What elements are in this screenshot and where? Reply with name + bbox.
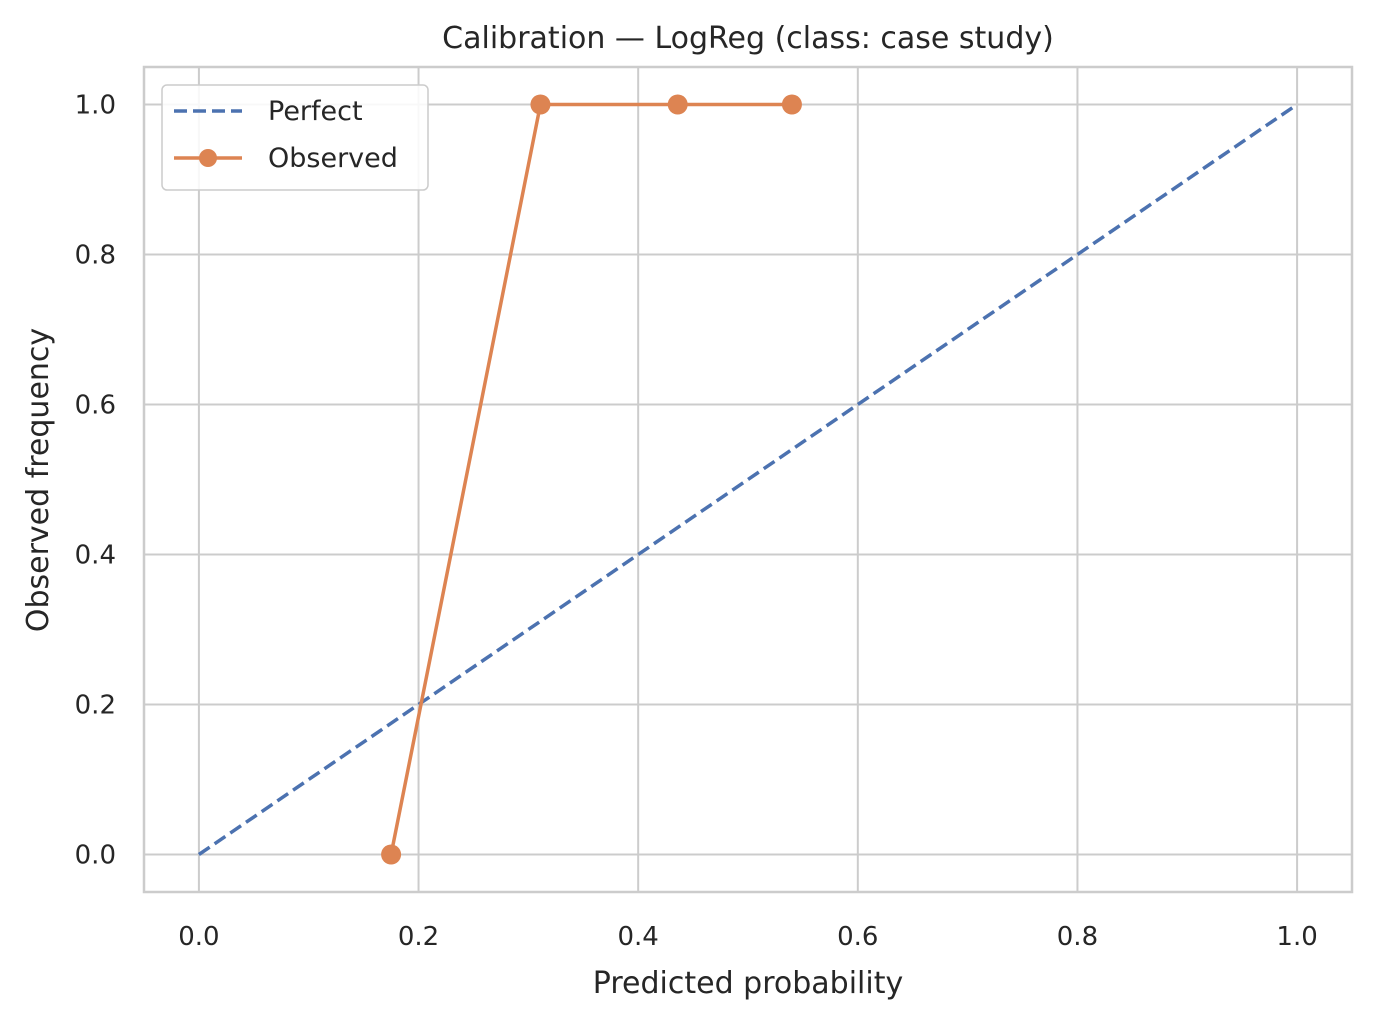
chart-title: Calibration — LogReg (class: case study): [442, 21, 1054, 56]
data-point-observed: [381, 844, 402, 865]
x-tick-label: 0.6: [837, 922, 878, 952]
data-point-observed: [530, 94, 551, 115]
x-tick-label: 1.0: [1276, 922, 1317, 952]
legend-perfect-label: Perfect: [268, 96, 363, 127]
x-tick-labels: 0.0 0.2 0.4 0.6 0.8 1.0: [178, 922, 1318, 952]
y-tick-label: 0.4: [75, 541, 116, 571]
y-tick-label: 0.6: [75, 391, 116, 421]
x-tick-label: 0.2: [398, 922, 439, 952]
series-layer: [197, 94, 1299, 865]
x-tick-label: 0.8: [1057, 922, 1098, 952]
y-tick-label: 0.2: [75, 691, 116, 721]
y-tick-label: 0.8: [75, 241, 116, 271]
legend: Perfect Observed: [161, 84, 429, 191]
data-point-observed: [781, 94, 802, 115]
legend-box: [161, 84, 429, 191]
x-tick-label: 0.4: [618, 922, 659, 952]
series-line-perfect: [197, 103, 1299, 856]
x-tick-label: 0.0: [178, 922, 219, 952]
x-axis-title: Predicted probability: [593, 966, 903, 1001]
grid-lines: [144, 67, 1352, 892]
plot-area-frame: [142, 65, 1354, 894]
data-point-observed: [667, 94, 688, 115]
legend-observed-marker: [199, 149, 217, 167]
y-tick-label: 1.0: [75, 91, 116, 121]
y-axis-title: Observed frequency: [21, 328, 56, 632]
series-line-observed: [389, 102, 792, 855]
legend-observed-label: Observed: [268, 143, 398, 174]
y-tick-labels: 0.0 0.2 0.4 0.6 0.8 1.0: [75, 91, 116, 871]
y-tick-label: 0.0: [75, 841, 116, 871]
